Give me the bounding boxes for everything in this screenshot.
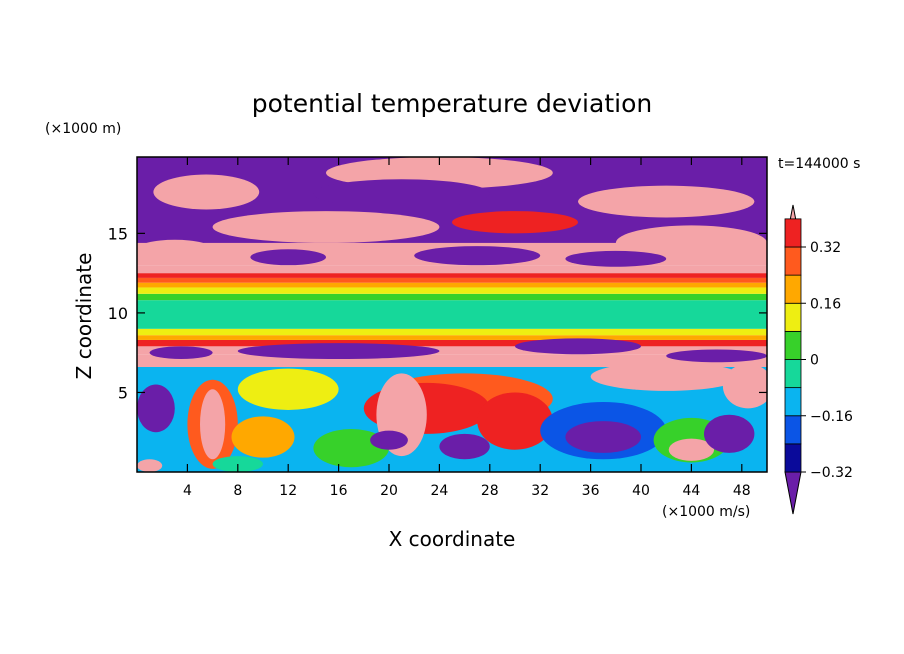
field-band-10 <box>137 273 767 278</box>
field-region-27 <box>668 438 715 461</box>
field-region-33 <box>370 430 408 450</box>
colorbar-segment <box>784 359 802 389</box>
colorbar-segment <box>784 330 802 360</box>
y-tick-label: 10 <box>108 304 128 323</box>
colorbar-label: −0.16 <box>810 409 853 425</box>
y-axis-ticks: 5 10 15 <box>108 224 767 402</box>
field-band-11 <box>137 265 767 274</box>
field-region-16 <box>666 349 767 363</box>
x-tick-label: 16 <box>330 483 348 499</box>
colorbar-label: 0.16 <box>810 296 841 312</box>
field-band-6 <box>137 293 767 301</box>
plot-frame <box>136 156 768 473</box>
colorbar-segment <box>784 274 802 304</box>
colorbar-segment <box>784 218 802 248</box>
chart-title: potential temperature deviation <box>252 89 652 118</box>
field-region-5 <box>578 185 755 218</box>
field-region-11 <box>250 249 326 266</box>
field-band-9 <box>137 277 767 283</box>
field-region-4 <box>313 179 490 208</box>
x-tick-label: 32 <box>531 483 549 499</box>
colorbar-extend-min <box>784 471 802 515</box>
field-region-32 <box>313 429 390 468</box>
field-region-7 <box>452 211 578 234</box>
x-tick-label: 24 <box>430 483 448 499</box>
x-tick-label: 40 <box>632 483 650 499</box>
field-region-17 <box>590 362 742 391</box>
field-region-19 <box>237 368 339 410</box>
x-tick-label: 44 <box>682 483 700 499</box>
y-unit-label: (×1000 m) <box>45 121 121 137</box>
time-label: t=144000 s <box>778 156 860 172</box>
field-region-35 <box>704 414 755 453</box>
field-band-8 <box>137 282 767 288</box>
x-axis-label: X coordinate <box>389 527 516 551</box>
field-region-13 <box>237 343 440 360</box>
field-band-3 <box>137 335 767 340</box>
colorbar-label: 0 <box>810 353 819 369</box>
field-region-25 <box>565 421 641 453</box>
field-band-1 <box>137 346 767 355</box>
y-tick-label: 5 <box>118 383 128 402</box>
field-band-7 <box>137 287 767 294</box>
field-region-31 <box>231 416 295 458</box>
field-region-8 <box>615 225 767 261</box>
field-region-18 <box>722 363 767 409</box>
colorbar-segment <box>784 387 802 417</box>
field-band-4 <box>137 328 767 336</box>
x-axis-ticks: 4 8 12 16 20 24 28 32 36 40 44 48 <box>183 157 751 499</box>
x-tick-label: 12 <box>279 483 297 499</box>
field-region-34 <box>439 433 490 460</box>
x-tick-label: 48 <box>733 483 751 499</box>
field-region-15 <box>515 338 641 355</box>
field-region-36 <box>137 459 163 472</box>
field-region-29 <box>200 389 226 460</box>
field-region-14 <box>149 346 213 360</box>
colorbar-segment <box>784 246 802 276</box>
colorbar-segment <box>784 302 802 332</box>
colorbar-label: −0.32 <box>810 465 853 481</box>
field-region-12 <box>565 250 667 267</box>
x-tick-label: 20 <box>380 483 398 499</box>
x-tick-label: 28 <box>481 483 499 499</box>
contour-field <box>137 157 767 472</box>
field-region-23 <box>477 392 553 450</box>
x-tick-label: 8 <box>233 483 242 499</box>
field-band-2 <box>137 339 767 347</box>
field-region-6 <box>212 211 440 243</box>
x-tick-label: 36 <box>582 483 600 499</box>
y-tick-label: 15 <box>108 224 128 243</box>
field-region-3 <box>153 174 260 210</box>
colorbar: 0.32 0.16 0 −0.16 −0.32 <box>784 204 853 515</box>
field-band-5 <box>137 300 767 329</box>
colorbar-label: 0.32 <box>810 240 841 256</box>
colorbar-segment <box>784 415 802 445</box>
field-region-9 <box>137 239 213 259</box>
y-axis-label: Z coordinate <box>72 253 96 380</box>
x-unit-label: (×1000 m/s) <box>662 504 750 520</box>
field-region-10 <box>414 246 541 266</box>
x-tick-label: 4 <box>183 483 192 499</box>
colorbar-segment <box>784 443 802 473</box>
field-region-30 <box>137 384 175 433</box>
